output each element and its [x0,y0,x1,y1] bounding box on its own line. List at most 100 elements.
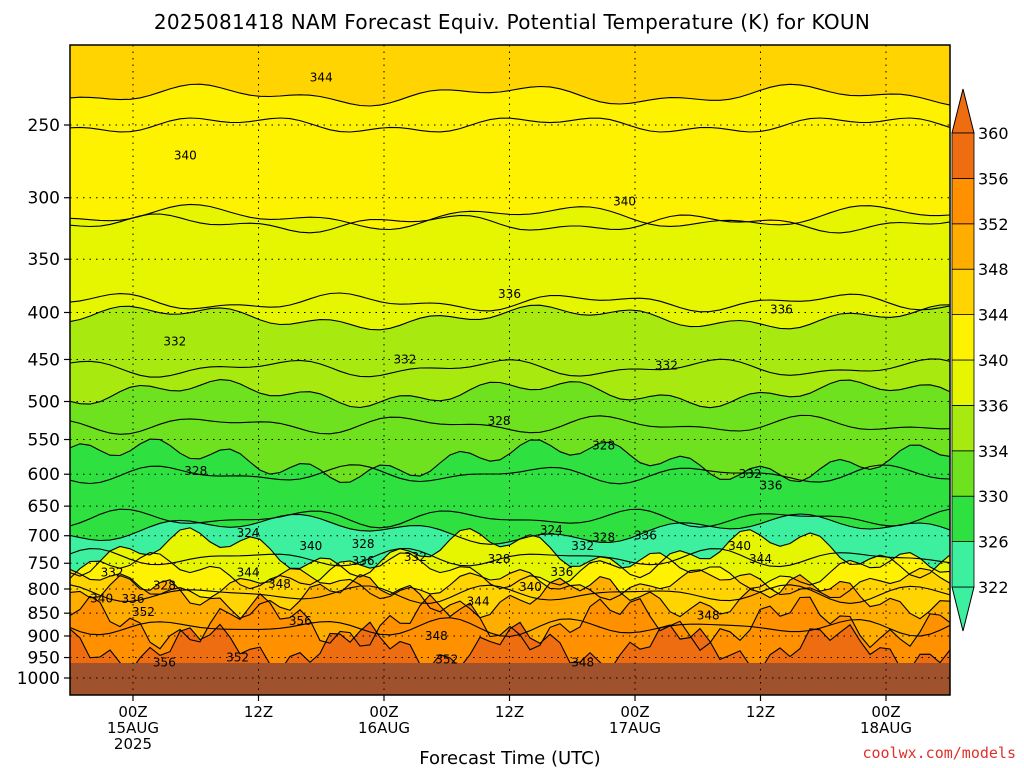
x-tick-label: 00Z [369,703,398,721]
contour-label: 348 [268,577,291,591]
colorbar-swatch [951,450,975,497]
x-tick-label: 17AUG [609,719,661,737]
colorbar-swatch [951,495,975,543]
colorbar-label: 322 [978,578,1009,597]
credit-link[interactable]: coolwx.com/models [862,744,1016,762]
x-tick-label: 18AUG [860,719,912,737]
contour-label: 332 [393,352,416,366]
contour-label: 328 [488,414,511,428]
contour-line [70,547,950,568]
y-tick-label: 950 [28,649,60,669]
contour-label: 344 [310,71,333,85]
colorbar-label: 326 [978,533,1009,552]
y-tick-label: 550 [28,431,60,451]
contour-label: 352 [132,605,155,619]
contour-label: 328 [592,530,615,544]
contour-label: 332 [571,539,594,553]
y-tick-label: 800 [28,580,60,600]
contour-label: 328 [488,552,511,566]
contour-line [70,567,950,601]
x-tick-label: 00Z [871,703,900,721]
gridlines [70,45,950,695]
x-tick-label: 16AUG [358,719,410,737]
colorbar-swatch [951,314,975,361]
y-tick-label: 600 [28,465,60,485]
contour-label: 328 [352,537,375,551]
contour-line [70,292,950,313]
contour-label: 336 [122,592,145,606]
contour-line [70,621,950,674]
contour-line [70,358,950,378]
contour-label: 336 [634,529,657,543]
contour-label: 340 [174,149,197,163]
colorbar-swatch [951,541,975,588]
colorbar-label: 336 [978,396,1009,415]
x-axis-label: Forecast Time (UTC) [419,748,600,768]
contour-label: 344 [237,566,260,580]
y-tick-label: 250 [28,116,60,136]
contour-label: 344 [467,594,490,608]
y-axis: 250 300 350 400 450 500 550 600 650 700 750 800 850 9… [17,116,70,689]
contour-line [70,438,950,483]
y-tick-label: 300 [28,189,60,209]
contour-label: 336 [770,302,793,316]
contour-label: 356 [289,614,312,628]
colorbar-label: 348 [978,260,1009,279]
colorbar-label: 344 [978,306,1009,325]
contour-label: 348 [571,656,594,670]
contour-line [70,573,950,620]
contour-label: 340 [613,195,636,209]
colorbar-arrow-low [951,586,975,632]
contour-label: 340 [90,591,113,605]
x-tick-label: 2025 [114,735,152,753]
contour-label: 348 [425,629,448,643]
ground [70,663,950,695]
contour-label: 336 [498,287,521,301]
y-tick-label: 400 [28,303,60,323]
colorbar-label: 340 [978,351,1009,370]
contour-label: 336 [760,478,783,492]
contour-label: 328 [153,578,176,592]
y-tick-label: 750 [28,554,60,574]
x-tick-label: 12Z [495,703,524,721]
y-tick-label: 1000 [17,669,60,689]
x-tick-label: 15AUG [107,719,159,737]
y-tick-label: 900 [28,627,60,647]
colorbar-label: 352 [978,215,1009,234]
colorbar-swatch [951,177,975,225]
colorbar-swatch [951,268,975,316]
contour-line [70,304,950,331]
x-tick-label: 12Z [746,703,775,721]
contour-label: 332 [101,566,124,580]
contour-line [70,464,950,485]
contour-label: 340 [519,580,542,594]
contour-line [70,117,950,133]
contour-label: 336 [352,554,375,568]
x-tick-label: 00Z [620,703,649,721]
contour-label: 356 [153,656,176,670]
contour-line [70,584,950,604]
colorbar-label: 356 [978,169,1009,188]
colorbar-swatch [951,223,975,270]
contour-label: 332 [163,334,186,348]
colorbar: 322 326 330 334 336 340 344 348 352 356 360 [951,88,1009,632]
colorbar-swatch [951,404,975,452]
contour-label: 332 [655,359,678,373]
contour-label: 328 [184,464,207,478]
contour-label: 352 [435,653,458,667]
colorbar-arrow-high [951,88,975,134]
contour-label: 344 [749,552,772,566]
colorbar-label: 360 [978,124,1009,143]
colorbar-label: 330 [978,487,1009,506]
colorbar-swatch [951,132,975,179]
y-tick-label: 700 [28,527,60,547]
x-tick-label: 00Z [118,703,147,721]
y-tick-label: 500 [28,393,60,413]
colorbar-label: 334 [978,442,1009,461]
contour-label: 332 [404,550,427,564]
contour-label: 340 [299,539,322,553]
